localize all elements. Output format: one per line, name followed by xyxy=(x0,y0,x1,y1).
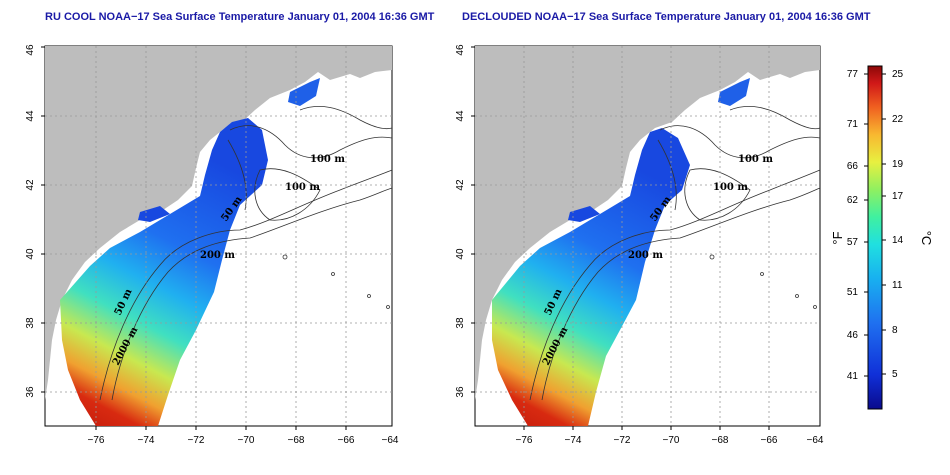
left-map-grid xyxy=(45,46,392,426)
left-lon-tick-label: −72 xyxy=(188,435,205,446)
right-lon-tick-label: −74 xyxy=(565,435,582,446)
colorbar-celsius-tick: 22 xyxy=(892,114,904,125)
right-map-title: DECLOUDED NOAA−17 Sea Surface Temperatur… xyxy=(462,11,871,23)
colorbar-fahrenheit-tick: 62 xyxy=(847,195,859,206)
left-lat-tick-label: 36 xyxy=(25,386,36,398)
colorbar-fahrenheit-tick: 41 xyxy=(847,371,859,382)
left-lat-tick-label: 42 xyxy=(25,179,36,191)
left-lon-tick-label: −68 xyxy=(288,435,305,446)
right-axis-ticks xyxy=(471,46,770,430)
left-contour-label-100m-b: 100 m xyxy=(285,182,320,193)
colorbar-celsius-tick: 19 xyxy=(892,159,904,170)
right-lon-tick-label: −68 xyxy=(712,435,729,446)
colorbar-celsius-tick: 25 xyxy=(892,69,904,80)
colorbar-celsius-tick: 14 xyxy=(892,235,904,246)
right-lat-tick-label: 46 xyxy=(455,44,466,56)
right-sst-swath xyxy=(492,128,690,426)
left-contour-label-200m: 200 m xyxy=(200,250,235,261)
right-map-panel: 100 m 100 m 50 m 200 m 50 m 2000 m −76 −… xyxy=(455,44,824,446)
left-bathymetry-contours xyxy=(99,105,393,401)
colorbar-celsius-tick: 11 xyxy=(892,280,903,291)
colorbar-gradient xyxy=(867,65,883,410)
right-sst-west-patch xyxy=(568,206,600,222)
right-lon-tick-label: −72 xyxy=(614,435,631,446)
left-map-panel: 100 m 100 m 50 m 200 m 50 m 2000 m −76 −… xyxy=(25,44,399,446)
right-lat-tick-label: 38 xyxy=(455,317,466,329)
right-land-mass xyxy=(475,46,820,400)
left-contour-label-100m-a: 100 m xyxy=(310,154,345,165)
colorbar: 77 71 66 62 57 51 46 41 25 22 19 17 14 1… xyxy=(830,65,934,410)
right-lat-tick-label: 42 xyxy=(455,179,466,191)
left-sst-swath xyxy=(60,118,268,426)
right-bathymetry-contours xyxy=(529,105,821,401)
colorbar-celsius-tick: 8 xyxy=(892,325,898,336)
right-contour-label-100m-b: 100 m xyxy=(713,182,748,193)
right-sst-north-patch xyxy=(718,78,750,106)
left-lat-tick-label: 44 xyxy=(25,110,36,122)
colorbar-fahrenheit-tick: 71 xyxy=(847,119,859,130)
left-land-mass xyxy=(45,46,392,400)
left-map-title: RU COOL NOAA−17 Sea Surface Temperature … xyxy=(45,11,435,23)
colorbar-fahrenheit-unit: °F xyxy=(830,231,845,244)
right-lat-tick-label: 44 xyxy=(455,110,466,122)
colorbar-ticks xyxy=(864,73,886,377)
colorbar-fahrenheit-tick: 51 xyxy=(847,287,859,298)
left-sst-north-patch xyxy=(288,78,320,106)
colorbar-fahrenheit-tick: 57 xyxy=(847,237,859,248)
right-map-grid xyxy=(475,46,820,426)
left-lon-tick-label: −66 xyxy=(338,435,355,446)
right-lon-tick-label: −76 xyxy=(516,435,533,446)
left-lon-tick-label: −70 xyxy=(238,435,255,446)
right-contour-label-200m: 200 m xyxy=(628,250,663,261)
colorbar-fahrenheit-tick: 77 xyxy=(847,69,859,80)
left-lon-tick-label: −76 xyxy=(88,435,105,446)
right-lon-tick-label: −64 xyxy=(807,435,824,446)
left-lon-tick-label: −74 xyxy=(138,435,155,446)
right-lat-tick-label: 36 xyxy=(455,386,466,398)
left-lat-tick-label: 46 xyxy=(25,44,36,56)
left-lat-tick-label: 40 xyxy=(25,248,36,260)
colorbar-fahrenheit-tick: 46 xyxy=(847,330,859,341)
colorbar-fahrenheit-tick: 66 xyxy=(847,161,859,172)
left-lat-tick-label: 38 xyxy=(25,317,36,329)
colorbar-celsius-tick: 5 xyxy=(892,369,898,380)
left-axis-ticks xyxy=(41,46,347,430)
right-lon-tick-label: −66 xyxy=(761,435,778,446)
left-lon-tick-label: −64 xyxy=(382,435,399,446)
right-lon-tick-label: −70 xyxy=(663,435,680,446)
right-lat-tick-label: 40 xyxy=(455,248,466,260)
right-contour-label-100m-a: 100 m xyxy=(738,154,773,165)
colorbar-celsius-tick: 17 xyxy=(892,191,904,202)
colorbar-celsius-unit: °C xyxy=(919,231,934,246)
